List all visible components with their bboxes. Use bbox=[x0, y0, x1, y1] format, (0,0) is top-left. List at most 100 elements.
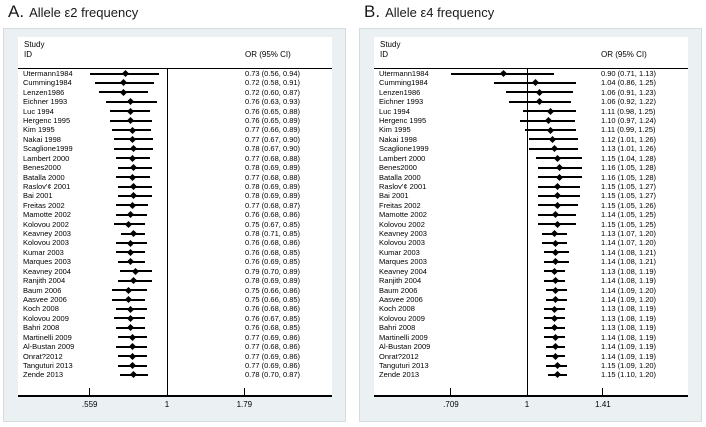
or-value-label: 0.73 (0.56, 0.94) bbox=[245, 68, 301, 78]
or-marker bbox=[130, 192, 138, 200]
or-marker bbox=[132, 267, 140, 275]
or-value-label: 1.13 (1.01, 1.26) bbox=[601, 144, 657, 154]
or-value-label: 1.14 (1.09, 1.20) bbox=[601, 294, 657, 304]
or-value-label: 0.76 (0.68, 0.85) bbox=[245, 323, 301, 333]
or-marker bbox=[126, 314, 135, 322]
study-label: Tanguturi 2013 bbox=[23, 360, 73, 370]
or-marker bbox=[552, 286, 560, 294]
study-label: Kumar 2003 bbox=[23, 247, 64, 257]
axis-tick-label: .559 bbox=[81, 400, 98, 409]
or-value-label: 0.78 (0.71, 0.85) bbox=[245, 229, 301, 239]
or-value-label: 0.78 (0.69, 0.89) bbox=[245, 181, 301, 191]
study-label: Freitas 2002 bbox=[23, 200, 65, 210]
or-marker bbox=[126, 117, 135, 125]
or-marker bbox=[546, 107, 554, 115]
or-marker bbox=[554, 154, 562, 162]
study-label: Baum 2006 bbox=[379, 285, 418, 295]
or-marker bbox=[552, 296, 560, 304]
panel-b-plot-area: Study ID OR (95% CI) Utermann1984 0.90 (0… bbox=[374, 37, 688, 409]
study-label: Aasvee 2006 bbox=[23, 294, 67, 304]
or-value-label: 0.78 (0.70, 0.87) bbox=[245, 370, 301, 380]
panel-b-box: Study ID OR (95% CI) Utermann1984 0.90 (0… bbox=[359, 28, 702, 422]
or-value-label: 1.12 (1.01, 1.26) bbox=[601, 134, 657, 144]
panel-b-letter: B. bbox=[364, 2, 381, 21]
or-marker bbox=[554, 192, 562, 200]
or-marker bbox=[125, 286, 133, 294]
or-value-label: 1.13 (1.08, 1.19) bbox=[601, 313, 657, 323]
or-value-label: 1.15 (1.04, 1.28) bbox=[601, 153, 657, 163]
axis-tick bbox=[602, 388, 604, 396]
or-marker bbox=[552, 239, 560, 247]
study-header-line2: ID bbox=[380, 50, 388, 59]
study-label: Raslov'¢ 2001 bbox=[23, 181, 71, 191]
or-marker bbox=[532, 79, 540, 87]
or-marker bbox=[556, 164, 564, 172]
or-marker bbox=[536, 88, 544, 96]
or-value-label: 1.15 (1.10, 1.20) bbox=[601, 370, 657, 380]
study-id-column-header: Study ID bbox=[24, 40, 44, 60]
study-label: Kolovou 2009 bbox=[23, 313, 69, 323]
study-label: Martinelli 2009 bbox=[23, 332, 72, 342]
or-marker bbox=[554, 201, 562, 209]
study-label: Aasvee 2006 bbox=[379, 294, 423, 304]
or-value-label: 0.77 (0.69, 0.86) bbox=[245, 332, 301, 342]
study-label: Martinelli 2009 bbox=[379, 332, 428, 342]
study-label: Benes2000 bbox=[23, 163, 61, 173]
or-value-label: 1.14 (1.05, 1.25) bbox=[601, 210, 657, 220]
or-value-label: 0.78 (0.67, 0.90) bbox=[245, 144, 301, 154]
null-effect-line bbox=[166, 68, 168, 395]
study-label: Lambert 2000 bbox=[379, 153, 426, 163]
or-value-label: 0.78 (0.69, 0.89) bbox=[245, 191, 301, 201]
or-value-label: 1.16 (1.05, 1.28) bbox=[601, 172, 657, 182]
study-label: Lenzen1986 bbox=[379, 87, 421, 97]
or-value-label: 1.15 (1.05, 1.25) bbox=[601, 219, 657, 229]
or-marker bbox=[128, 154, 136, 162]
study-label: Freitas 2002 bbox=[379, 200, 421, 210]
study-label: Al-Bustan 2009 bbox=[23, 342, 75, 352]
or-marker bbox=[536, 98, 544, 106]
or-marker bbox=[119, 88, 127, 96]
or-value-label: 0.76 (0.65, 0.89) bbox=[245, 116, 301, 125]
study-label: Zende 2013 bbox=[23, 370, 64, 380]
or-value-label: 0.77 (0.68, 0.88) bbox=[245, 172, 301, 182]
or-marker bbox=[119, 79, 127, 87]
panel-b: B. Allele ε4 frequency Study ID OR (95% C… bbox=[359, 0, 703, 427]
or-marker bbox=[500, 69, 508, 78]
or-value-label: 0.77 (0.69, 0.86) bbox=[245, 351, 301, 361]
or-value-label: 1.11 (0.99, 1.25) bbox=[601, 125, 656, 135]
or-value-label: 0.76 (0.67, 0.85) bbox=[245, 313, 301, 323]
study-label: Eichner 1993 bbox=[379, 97, 424, 107]
study-label: Cumming1984 bbox=[23, 78, 72, 88]
study-label: Marques 2003 bbox=[379, 257, 427, 267]
or-value-label: 0.76 (0.68, 0.86) bbox=[245, 210, 301, 220]
or-value-label: 0.76 (0.65, 0.88) bbox=[245, 106, 301, 116]
study-label: Kolovou 2002 bbox=[23, 219, 69, 229]
axis-tick bbox=[243, 388, 245, 396]
or-marker bbox=[546, 126, 554, 134]
or-marker bbox=[128, 352, 136, 360]
or-marker bbox=[548, 135, 556, 143]
or-marker bbox=[130, 371, 138, 379]
or-marker bbox=[121, 69, 129, 78]
study-label: Nakai 1998 bbox=[379, 134, 417, 144]
or-value-label: 1.06 (0.92, 1.22) bbox=[601, 97, 657, 107]
or-value-label: 1.14 (1.08, 1.21) bbox=[601, 247, 657, 257]
study-label: Kolovou 2003 bbox=[379, 238, 425, 248]
or-value-label: 0.77 (0.69, 0.86) bbox=[245, 360, 301, 370]
study-label: Kumar 2003 bbox=[379, 247, 420, 257]
study-label: Kolovou 2002 bbox=[379, 219, 425, 229]
or-value-label: 0.75 (0.66, 0.85) bbox=[245, 294, 301, 304]
or-marker bbox=[130, 230, 138, 238]
panel-b-title: B. Allele ε4 frequency bbox=[364, 2, 494, 22]
study-label: Koch 2008 bbox=[23, 304, 59, 314]
or-marker bbox=[128, 135, 136, 143]
or-value-label: 1.10 (0.97, 1.24) bbox=[601, 116, 657, 125]
study-label: Raslov'¢ 2001 bbox=[379, 181, 427, 191]
or-marker bbox=[130, 182, 138, 191]
or-marker bbox=[552, 343, 560, 351]
axis-tick-label: 1 bbox=[524, 400, 530, 409]
or-marker bbox=[126, 258, 135, 266]
axis-tick-label: 1 bbox=[164, 400, 170, 409]
study-label: Batalla 2000 bbox=[379, 172, 421, 182]
or-marker bbox=[128, 343, 136, 351]
